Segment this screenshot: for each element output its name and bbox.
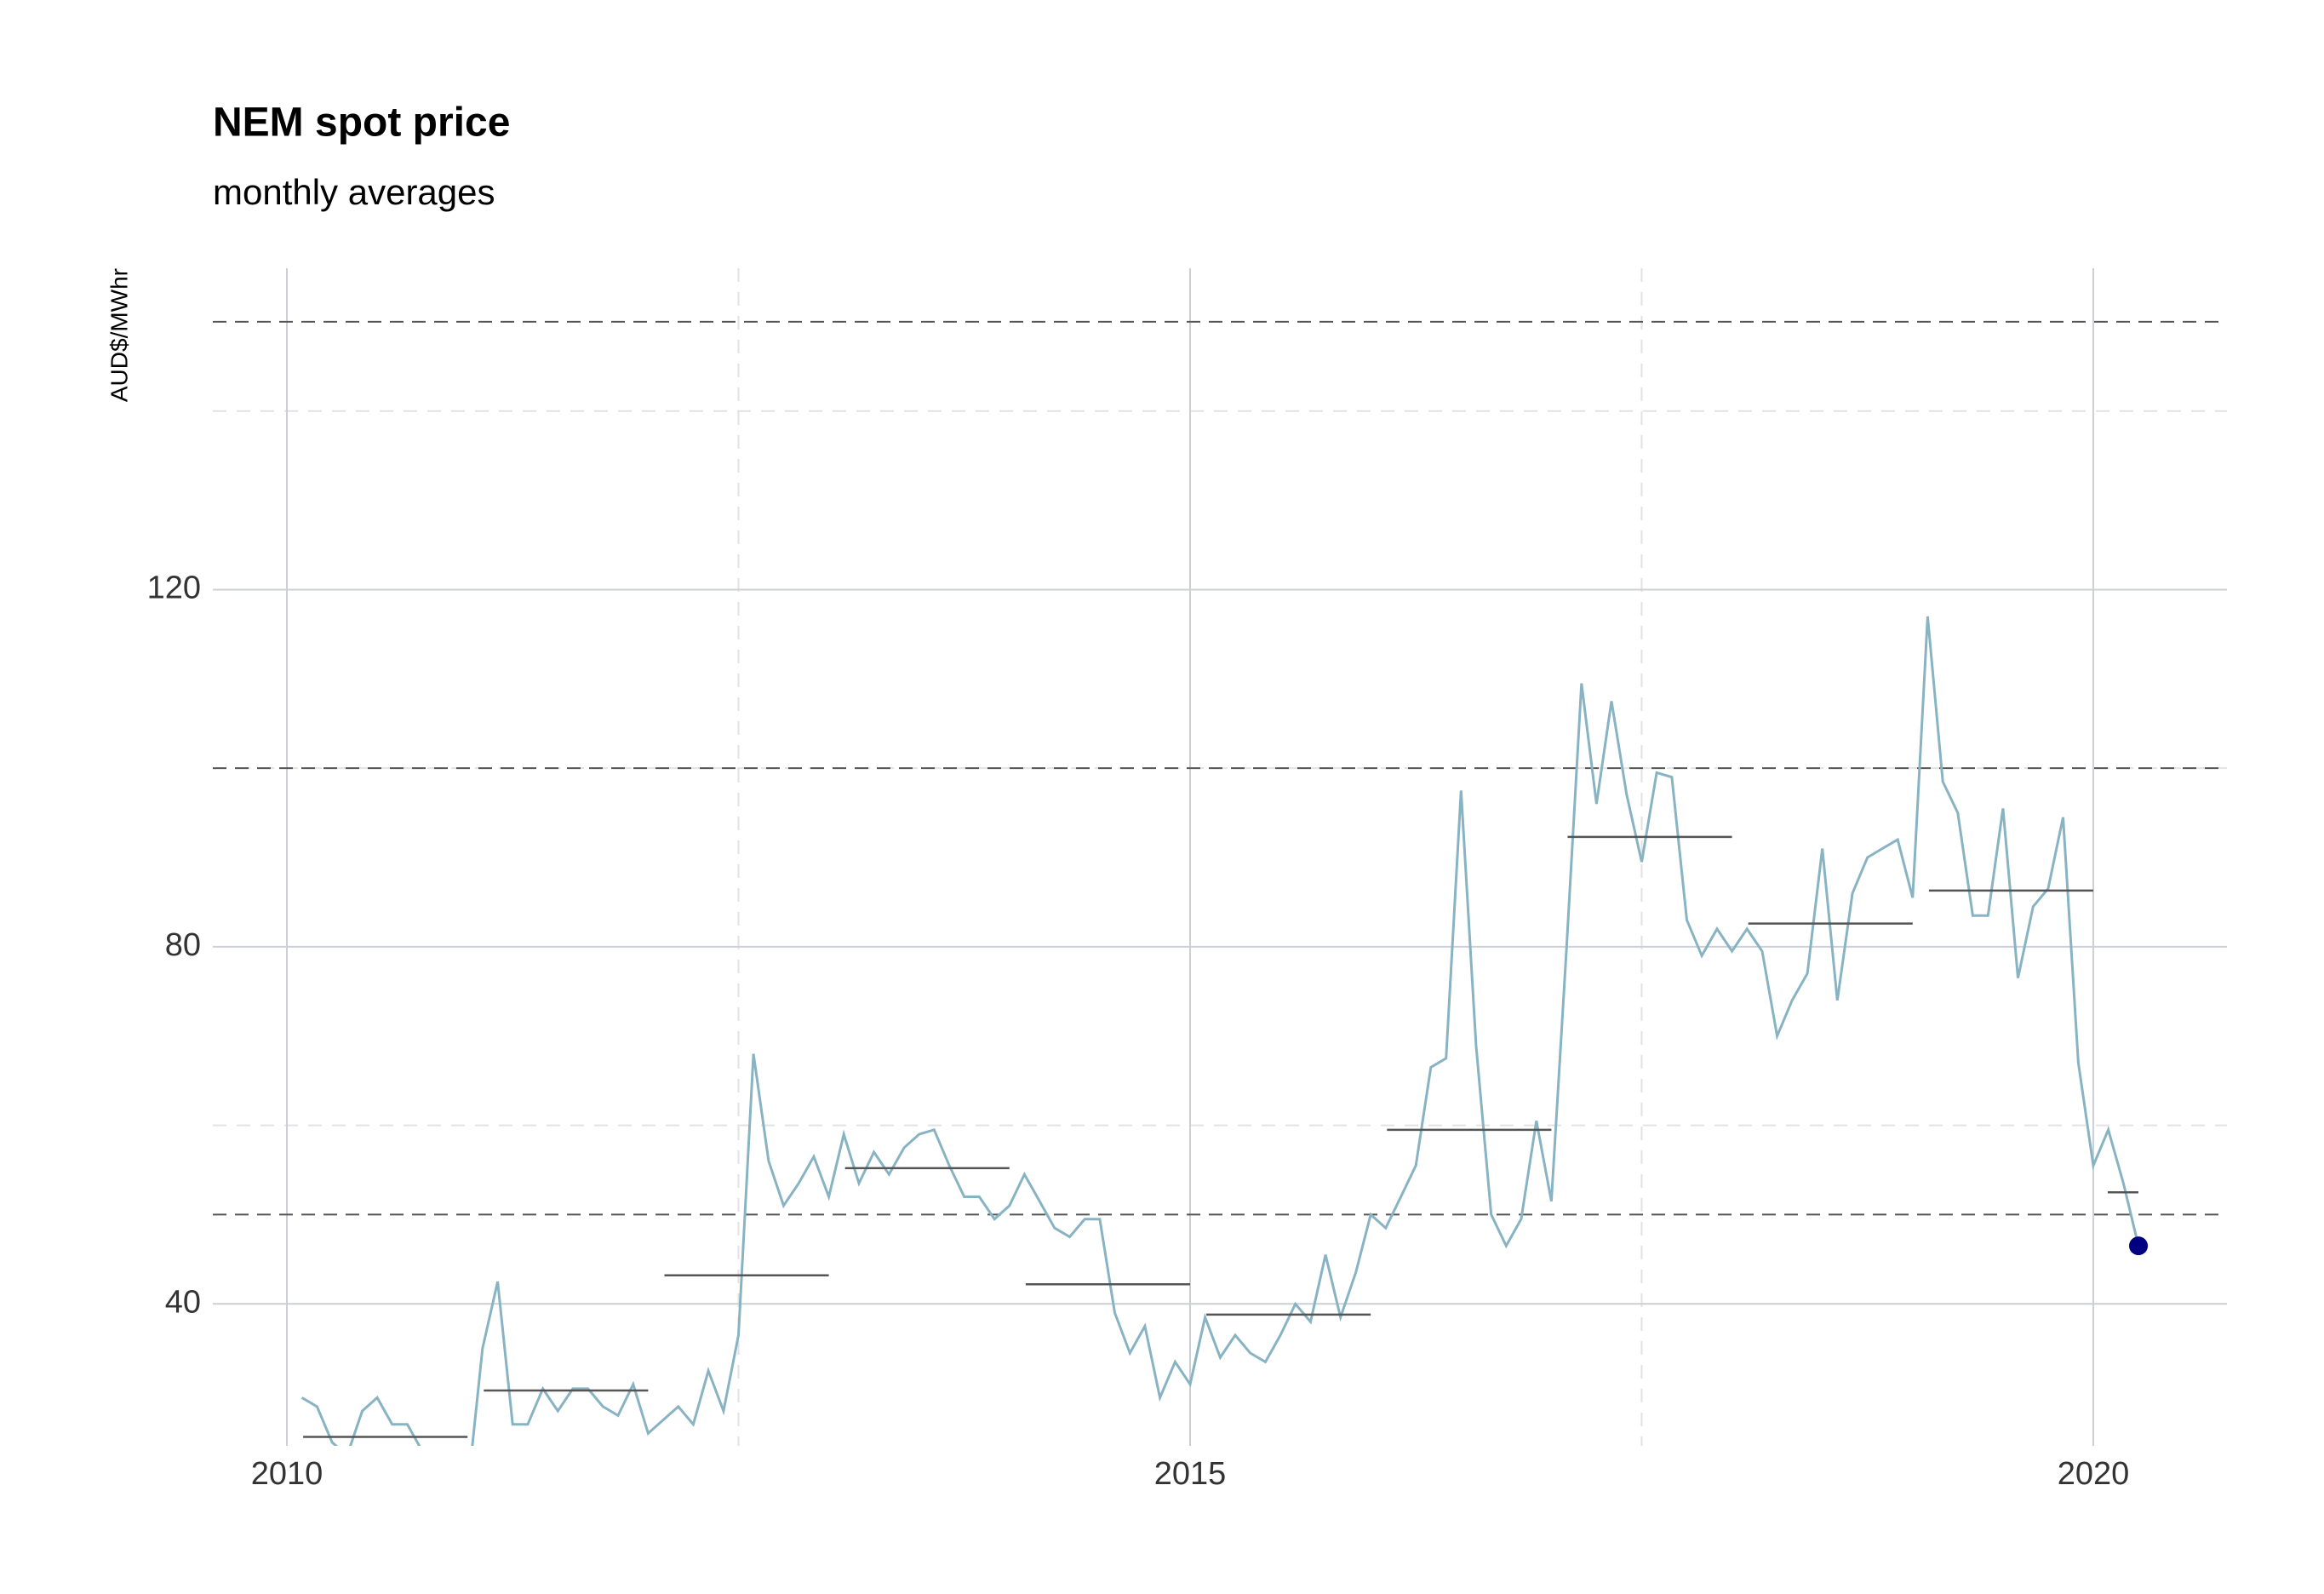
- y-tick-label: 80: [165, 927, 201, 963]
- chart-subtitle: monthly averages: [213, 172, 495, 212]
- x-tick-label: 2010: [251, 1456, 323, 1492]
- y-tick-label: 120: [147, 570, 201, 605]
- plot-area: [301, 616, 2140, 1446]
- x-tick-label: 2015: [1154, 1456, 1227, 1492]
- y-axis-label: AUD$/MWhr: [106, 268, 132, 402]
- price-line: [301, 616, 2140, 1446]
- chart-title: NEM spot price: [213, 100, 510, 146]
- latest-point: [2129, 1236, 2149, 1256]
- y-tick-label: 40: [165, 1284, 201, 1320]
- x-tick-label: 2020: [2058, 1456, 2130, 1492]
